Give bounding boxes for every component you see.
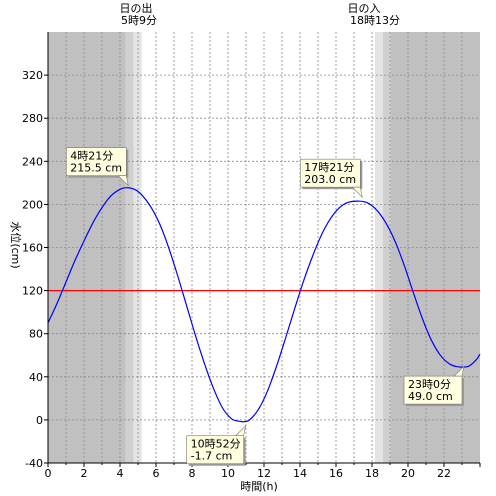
callout-pointer bbox=[234, 424, 247, 437]
y-tick-label: 320 bbox=[22, 69, 43, 82]
callout-time: 4時21分 bbox=[70, 150, 113, 163]
callout-time: 10時52分 bbox=[191, 438, 241, 451]
annotation-callout: 10時52分-1.7 cm bbox=[186, 424, 247, 466]
callout-time: 23時0分 bbox=[408, 378, 451, 391]
x-tick-label: 0 bbox=[45, 467, 52, 480]
y-tick-label: 0 bbox=[36, 414, 43, 427]
callout-box bbox=[66, 147, 127, 176]
callout-level: 203.0 cm bbox=[304, 173, 356, 186]
x-tick-label: 14 bbox=[293, 467, 307, 480]
sunset-time: 18時13分 bbox=[350, 14, 400, 27]
callout-pointer bbox=[351, 186, 363, 199]
callout-pointer bbox=[117, 175, 129, 187]
y-tick-label: -40 bbox=[25, 457, 43, 470]
x-tick-label: 10 bbox=[221, 467, 235, 480]
twilight-band bbox=[382, 32, 391, 463]
sunset-label: 日の入 bbox=[348, 2, 381, 15]
x-tick-label: 6 bbox=[153, 467, 160, 480]
tick-labels: 0 2 4 6 8 10 12 14 16 18 20 22-40040801201602002402… bbox=[22, 69, 451, 480]
callout-pointer bbox=[453, 365, 465, 377]
callout-level: -1.7 cm bbox=[191, 450, 233, 463]
callout-box bbox=[403, 375, 463, 405]
x-tick-label: 4 bbox=[117, 467, 124, 480]
twilight-band bbox=[374, 32, 383, 463]
x-tick-label: 12 bbox=[257, 467, 271, 480]
axes bbox=[44, 32, 481, 467]
y-tick-label: 40 bbox=[29, 371, 43, 384]
x-tick-label: 8 bbox=[189, 467, 196, 480]
x-axis-label: 時間(h) bbox=[240, 480, 278, 493]
x-tick-label: 16 bbox=[329, 467, 343, 480]
y-tick-label: 280 bbox=[22, 112, 43, 125]
sunrise-time: 5時9分 bbox=[121, 14, 157, 27]
callout-box bbox=[299, 158, 361, 188]
y-tick-label: 240 bbox=[22, 155, 43, 168]
callout-level: 49.0 cm bbox=[408, 390, 453, 403]
y-tick-label: 200 bbox=[22, 198, 43, 211]
x-tick-label: 20 bbox=[401, 467, 415, 480]
sunrise-label: 日の出 bbox=[120, 1, 153, 15]
y-tick-label: 80 bbox=[29, 328, 43, 341]
callout-level: 215.5 cm bbox=[70, 162, 122, 175]
x-tick-label: 2 bbox=[81, 467, 88, 480]
y-tick-label: 160 bbox=[22, 242, 43, 255]
y-tick-label: 120 bbox=[22, 285, 43, 298]
night-band-morning bbox=[48, 32, 126, 463]
callout-time: 17時21分 bbox=[304, 161, 354, 174]
x-tick-label: 22 bbox=[437, 467, 451, 480]
x-tick-label: 18 bbox=[365, 467, 379, 480]
y-axis-label: 水位(cm) bbox=[9, 221, 23, 268]
tide-series-line bbox=[47, 187, 481, 423]
callout-box bbox=[186, 435, 244, 465]
